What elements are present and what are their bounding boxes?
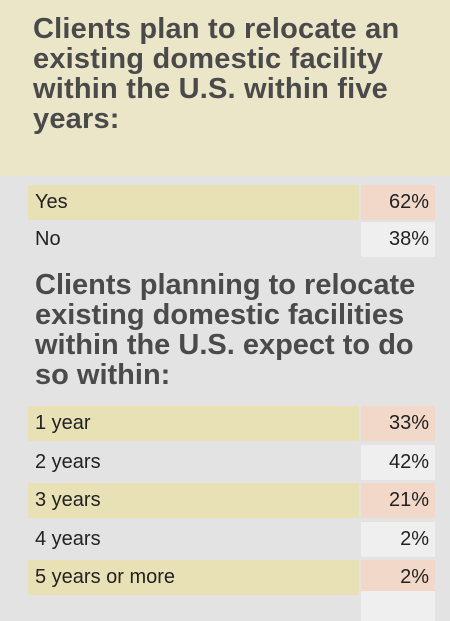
row-label: 1 year xyxy=(28,406,359,441)
chart-2-title: Clients planning to relocate existing do… xyxy=(35,269,416,391)
row-label: No xyxy=(35,228,61,250)
table-row: No 38% xyxy=(28,222,435,257)
row-value: 2% xyxy=(361,560,435,595)
table-row: 1 year 33% xyxy=(28,406,435,441)
row-label: 4 years xyxy=(35,528,101,550)
table-row: 5 years or more 2% xyxy=(28,560,435,595)
table-row: 2 years 42% xyxy=(28,445,435,480)
row-label: 3 years xyxy=(28,483,359,518)
header-panel: Clients plan to relocate an existing dom… xyxy=(0,0,450,176)
row-value: 42% xyxy=(361,445,435,480)
table-row: 3 years 21% xyxy=(28,483,435,518)
value-column-footer xyxy=(361,591,435,621)
row-value: 2% xyxy=(361,522,435,557)
table-row: 4 years 2% xyxy=(28,522,435,557)
row-value: 33% xyxy=(361,406,435,441)
table-row: Yes 62% xyxy=(28,185,435,220)
row-value: 38% xyxy=(361,222,435,257)
row-label: Yes xyxy=(28,185,359,220)
row-label: 2 years xyxy=(35,451,101,473)
row-value: 21% xyxy=(361,483,435,518)
row-value: 62% xyxy=(361,185,435,220)
chart-1-title: Clients plan to relocate an existing dom… xyxy=(33,13,400,135)
row-label: 5 years or more xyxy=(28,560,359,595)
